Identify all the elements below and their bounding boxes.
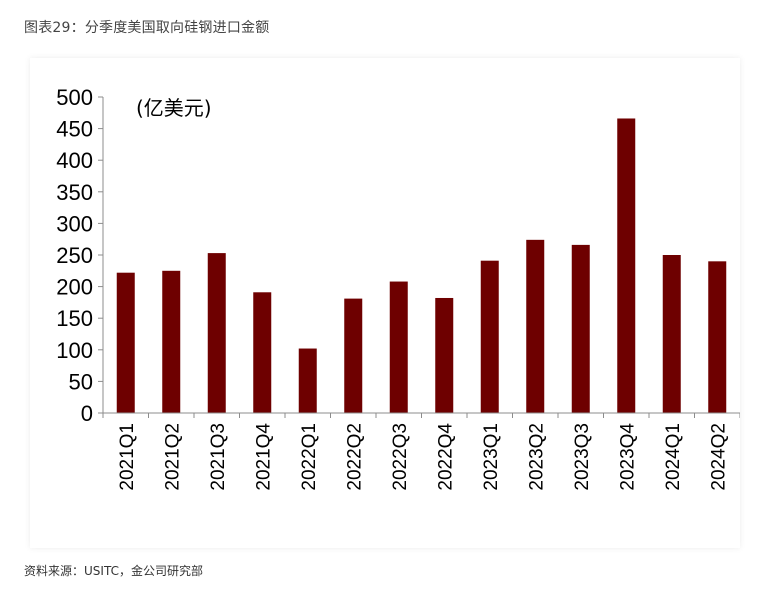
y-tick-label: 150 [56, 306, 93, 331]
bar [526, 239, 545, 413]
bar [116, 272, 135, 413]
unit-label: (亿美元) [136, 96, 212, 120]
x-tick-label: 2024Q1 [663, 423, 684, 491]
y-tick-label: 50 [69, 369, 93, 394]
y-tick-label: 200 [56, 275, 93, 300]
bar [617, 118, 636, 413]
bar [708, 261, 727, 413]
x-tick-label: 2021Q3 [208, 423, 229, 491]
x-tick-label: 2022Q4 [435, 423, 456, 491]
x-tick-label: 2022Q1 [299, 423, 320, 491]
y-tick-label: 250 [56, 243, 93, 268]
y-tick-label: 450 [56, 117, 93, 142]
y-tick-label: 300 [56, 211, 93, 236]
x-tick-label: 2023Q4 [617, 423, 638, 491]
x-tick-label: 2021Q4 [253, 423, 274, 491]
y-tick-label: 100 [56, 338, 93, 363]
chart-panel: 0 50 100 150 200 250 300 350 400 450 500 2021Q1 202… [30, 58, 740, 548]
bars [116, 118, 727, 413]
bar [480, 260, 499, 413]
bar [389, 281, 408, 413]
bar [662, 255, 681, 413]
bar [435, 297, 454, 413]
source-note: 资料来源：USITC，金公司研究部 [24, 564, 203, 578]
x-tick-label: 2022Q2 [344, 423, 365, 491]
figure-title: 图表29：分季度美国取向硅钢进口金额 [24, 20, 270, 36]
x-axis: 2021Q1 2021Q2 2021Q3 2021Q4 2022Q1 2022Q2 2022… [102, 412, 740, 491]
y-tick-label: 400 [56, 148, 93, 173]
bar [298, 348, 317, 413]
x-tick-label: 2023Q1 [481, 423, 502, 491]
x-tick-label: 2021Q1 [117, 423, 138, 491]
bar [344, 298, 363, 413]
bar [571, 244, 590, 413]
y-tick-label: 350 [56, 180, 93, 205]
y-tick-label: 0 [81, 401, 93, 426]
y-tick-label: 500 [56, 85, 93, 110]
bar [162, 270, 181, 413]
bar [253, 292, 272, 413]
y-axis: 0 50 100 150 200 250 300 350 400 450 500 [56, 85, 104, 426]
x-tick-label: 2022Q3 [390, 423, 411, 491]
x-tick-label: 2023Q3 [572, 423, 593, 491]
x-tick-label: 2024Q2 [708, 423, 729, 491]
x-tick-label: 2021Q2 [162, 423, 183, 491]
bar [207, 253, 226, 413]
x-tick-label: 2023Q2 [526, 423, 547, 491]
